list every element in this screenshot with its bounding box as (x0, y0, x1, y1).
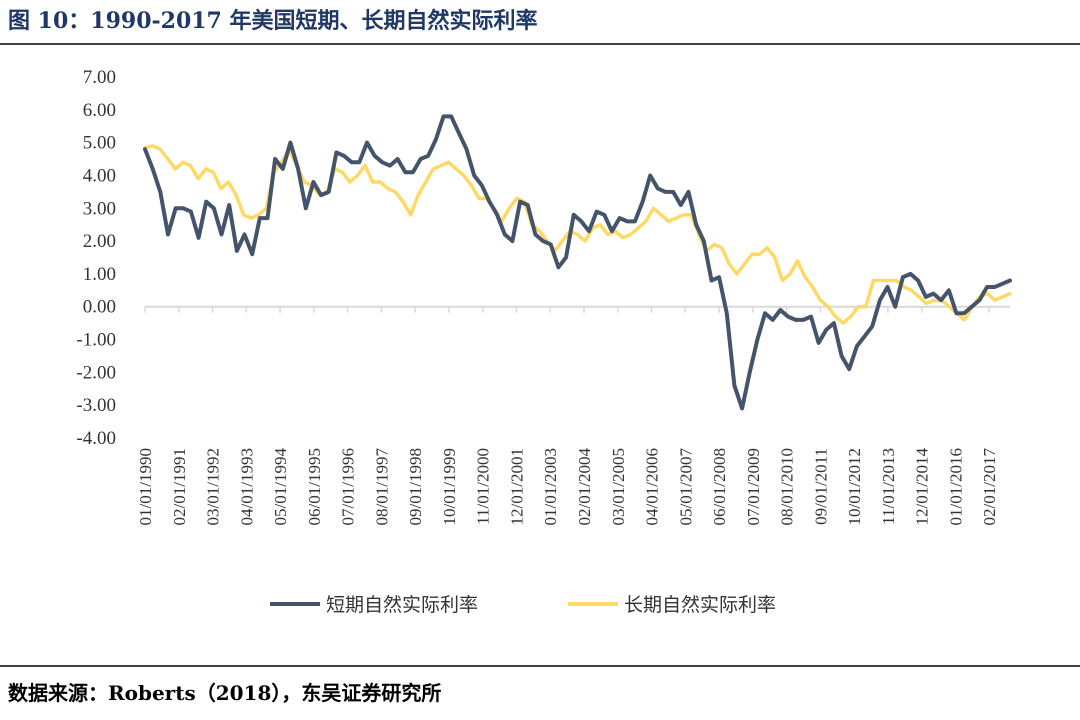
y-tick-label: 1.00 (83, 264, 116, 285)
y-tick-label: 0.00 (83, 297, 116, 318)
source-note: 数据来源：Roberts（2018），东吴证券研究所 (8, 681, 441, 705)
x-tick-label: 12/01/2001 (507, 448, 526, 525)
x-tick-label: 08/01/1997 (372, 448, 391, 526)
y-tick-label: -2.00 (76, 362, 116, 383)
y-tick-label: 7.00 (83, 67, 116, 88)
x-tick-label: 04/01/1993 (237, 448, 256, 525)
x-tick-label: 09/01/2011 (811, 448, 830, 525)
x-tick-label: 07/01/1996 (339, 448, 358, 525)
y-tick-label: -3.00 (76, 395, 116, 416)
x-tick-label: 05/01/1994 (271, 448, 290, 526)
x-tick-label: 11/01/2013 (879, 448, 898, 525)
x-tick-label: 09/01/1998 (406, 448, 425, 525)
x-tick-label: 12/01/2014 (913, 448, 932, 526)
x-tick-label: 02/01/1991 (170, 448, 189, 525)
x-tick-label: 11/01/2000 (474, 448, 493, 525)
x-tick-label: 01/01/2003 (541, 448, 560, 525)
x-tick-label: 06/01/1995 (305, 448, 324, 525)
x-tick-label: 05/01/2007 (676, 448, 695, 526)
y-axis: 7.00 6.00 5.00 4.00 3.00 2.00 1.00 0.00 -1.00 -2.… (76, 67, 116, 449)
x-tick-label: 02/01/2017 (980, 448, 999, 526)
x-tick-label: 04/01/2006 (643, 448, 662, 525)
y-tick-label: 4.00 (83, 165, 116, 186)
x-tick-label: 10/01/2012 (845, 448, 864, 525)
legend: 短期自然实际利率 长期自然实际利率 (270, 594, 776, 616)
x-tick-label: 10/01/1999 (440, 448, 459, 525)
x-tick-label: 01/01/2016 (946, 448, 965, 525)
y-tick-label: 5.00 (83, 133, 116, 154)
y-tick-label: 3.00 (83, 198, 116, 219)
x-tick-label: 03/01/1992 (204, 448, 223, 525)
chart-title: 图 10：1990-2017 年美国短期、长期自然实际利率 (8, 8, 538, 34)
short-rate-line (143, 114, 1012, 411)
y-tick-label: 6.00 (83, 100, 116, 121)
y-tick-label: 2.00 (83, 231, 116, 252)
x-tick-label: 02/01/2004 (575, 448, 594, 526)
x-tick-label: 06/01/2008 (710, 448, 729, 525)
legend-label-short-rate: 短期自然实际利率 (326, 594, 478, 616)
x-tick-label: 03/01/2005 (609, 448, 628, 525)
y-tick-label: -1.00 (76, 330, 116, 351)
plot-area (143, 114, 1012, 411)
x-tick-label: 08/01/2010 (778, 448, 797, 525)
x-tick-label: 01/01/1990 (136, 448, 155, 525)
x-axis: 01/01/1990 02/01/1991 03/01/1992 04/01/1993… (136, 305, 1010, 526)
y-tick-label: -4.00 (76, 428, 116, 449)
x-tick-label: 07/01/2009 (744, 448, 763, 525)
legend-label-long-rate: 长期自然实际利率 (624, 594, 776, 616)
